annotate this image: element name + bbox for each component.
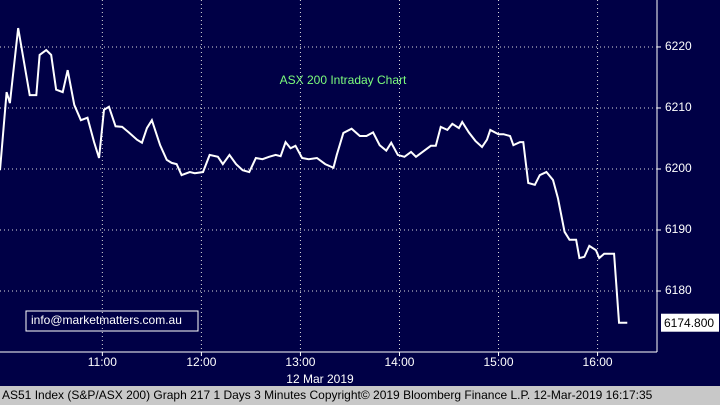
x-tick-label: 16:00 (583, 355, 613, 369)
y-tick-label: 6200 (665, 161, 692, 175)
y-tick-label: 6220 (665, 39, 692, 53)
y-tick-label: 6210 (665, 100, 692, 114)
y-tick-label: 6190 (665, 222, 692, 236)
x-tick-label: 12:00 (186, 355, 216, 369)
annotation: info@marketmatters.com.au (31, 313, 182, 327)
y-tick-label: 6180 (665, 283, 692, 297)
x-axis-label: 12 Mar 2019 (286, 372, 354, 386)
annotation-box (25, 310, 199, 332)
last-price-label: 6174.800 (664, 316, 714, 330)
last-price-box (661, 313, 719, 332)
chart-title: ASX 200 Intraday Chart (280, 73, 407, 87)
x-tick-label: 15:00 (484, 355, 514, 369)
footer: AS51 Index (S&P/ASX 200) Graph 217 1 Day… (2, 388, 653, 402)
price-line (0, 27, 628, 324)
x-tick-label: 14:00 (384, 355, 414, 369)
x-tick-label: 13:00 (285, 355, 315, 369)
footer-bar (0, 386, 720, 405)
x-tick-label: 11:00 (88, 355, 117, 369)
